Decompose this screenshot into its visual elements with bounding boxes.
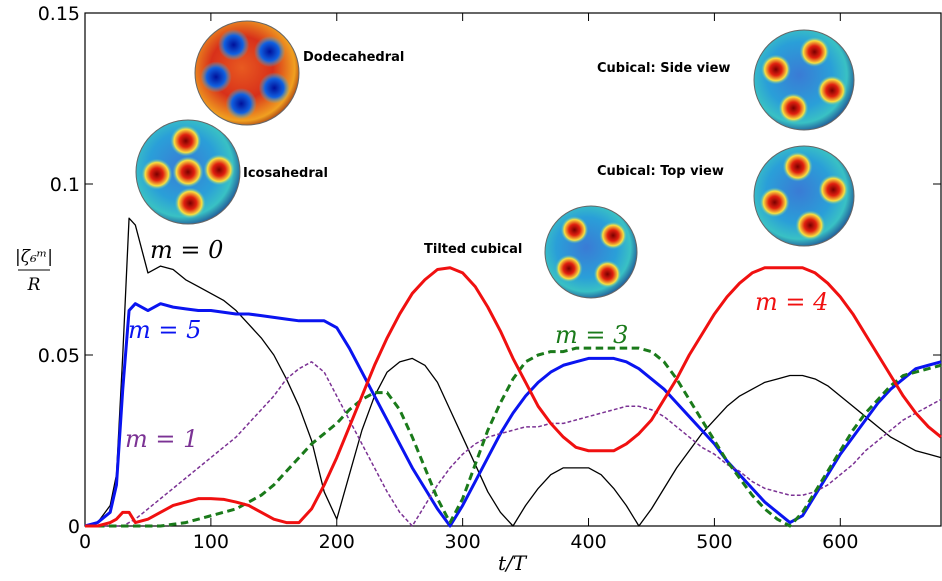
sphere-spot: [254, 35, 286, 68]
y-tick-label: 0.15: [38, 3, 80, 25]
series-label: m = 4: [755, 288, 828, 316]
x-tick-label: 400: [570, 531, 606, 553]
sphere-spot: [141, 158, 173, 190]
sphere: [544, 205, 638, 299]
series-label: m = 3: [555, 321, 628, 349]
annotation: Dodecahedral: [303, 50, 404, 65]
sphere-spot: [759, 187, 790, 218]
series-label: m = 5: [128, 316, 201, 344]
annotation: Cubical: Side view: [597, 61, 730, 76]
annotation: Cubical: Top view: [597, 164, 724, 179]
sphere-spot: [760, 54, 791, 85]
sphere-spot: [778, 93, 809, 124]
sphere-spot: [593, 260, 622, 288]
sphere-spot: [817, 75, 848, 106]
y-axis-label: R: [27, 275, 41, 295]
sphere-image: [544, 205, 638, 299]
sphere-image: [194, 20, 300, 126]
x-tick-label: 300: [445, 531, 481, 553]
sphere-spot: [560, 216, 589, 244]
sphere-spot: [599, 221, 627, 250]
series-line: [85, 346, 942, 528]
x-tick-label: 200: [319, 531, 355, 553]
annotation: Tilted cubical: [424, 242, 522, 257]
sphere-spot: [225, 88, 257, 120]
sphere-spot: [795, 210, 826, 241]
sphere-image: [135, 119, 241, 225]
y-tick-label: 0.05: [38, 345, 80, 367]
annotation: Icosahedral: [243, 166, 328, 181]
sphere-spot: [172, 156, 204, 188]
sphere-spot: [555, 254, 583, 283]
sphere-spot: [218, 29, 250, 61]
y-axis-label: |ζ₆ᵐ|: [15, 247, 53, 267]
x-tick-label: 500: [696, 531, 732, 553]
y-tick-label: 0.1: [50, 174, 80, 196]
sphere-spot: [799, 36, 830, 67]
series-line: [85, 361, 942, 527]
sphere-image: [753, 29, 855, 131]
sphere: [753, 145, 855, 247]
series-line: [85, 266, 942, 528]
sphere-image: [753, 145, 855, 247]
x-axis-label: t/T: [498, 551, 528, 575]
sphere-spot: [203, 154, 235, 186]
sphere-spot: [258, 72, 290, 104]
series-line: [84, 217, 942, 527]
x-tick-label: 0: [79, 531, 91, 553]
sphere-spot: [174, 187, 206, 219]
sphere-spot: [200, 61, 232, 93]
x-tick-label: 600: [822, 531, 858, 553]
y-tick-label: 0: [68, 516, 80, 538]
x-tick-label: 100: [193, 531, 229, 553]
sphere-spot: [782, 151, 813, 182]
series-label: m = 0: [150, 236, 223, 264]
sphere-spot: [170, 125, 202, 157]
series-line: [84, 302, 942, 528]
series-label: m = 1: [125, 425, 198, 453]
sphere-spot: [818, 174, 849, 205]
